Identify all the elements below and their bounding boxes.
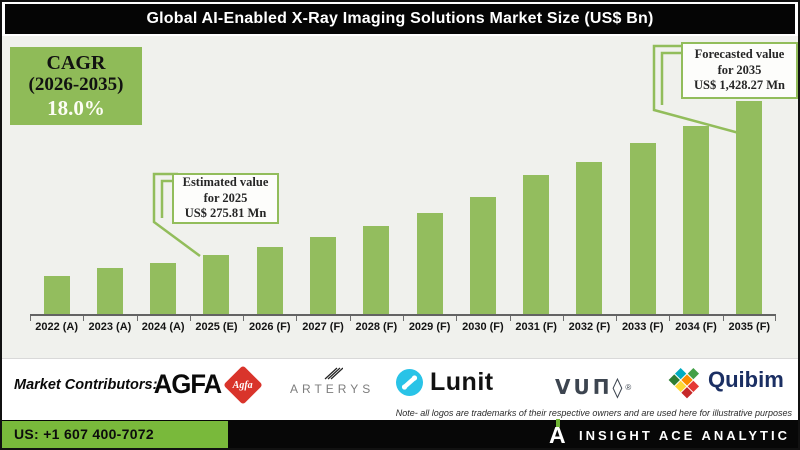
callout-estimated-2025: Estimated value for 2025 US$ 275.81 Mn xyxy=(172,173,279,224)
bar-2025 xyxy=(203,255,230,314)
vuno-wordmark: VUΠ◊ xyxy=(555,375,626,399)
chart-title: Global AI-Enabled X-Ray Imaging Solution… xyxy=(146,10,654,27)
lunit-logo: Lunit xyxy=(396,368,494,397)
axis-tick xyxy=(616,316,617,321)
cagr-period: (2026-2035) xyxy=(28,74,124,95)
axis-tick xyxy=(350,316,351,321)
axis-tick xyxy=(723,316,724,321)
title-bar: Global AI-Enabled X-Ray Imaging Solution… xyxy=(5,4,795,34)
bar-2035 xyxy=(736,101,763,314)
bar-2028 xyxy=(363,226,390,314)
x-axis-label: 2035 (F) xyxy=(728,321,771,333)
arterys-logo: ARTERYS xyxy=(290,367,374,396)
contributors-strip: Market Contributors: AGFA Agfa ARTERYS xyxy=(2,358,798,420)
x-axis-label: 2031 (F) xyxy=(515,321,557,333)
bar-2031 xyxy=(523,175,550,314)
x-axis-ticks xyxy=(30,316,776,322)
callout-forecasted-value: US$ 1,428.27 Mn xyxy=(694,78,785,93)
bar-2024 xyxy=(150,263,177,314)
axis-tick xyxy=(456,316,457,321)
bar-2034 xyxy=(683,126,710,314)
arterys-wordmark: ARTERYS xyxy=(290,382,375,396)
x-axis-label: 2028 (F) xyxy=(355,321,398,333)
x-axis-label: 2027 (F) xyxy=(302,321,344,333)
cagr-label: CAGR xyxy=(46,52,106,74)
axis-tick xyxy=(669,316,670,321)
bottom-bar: US: +1 607 400-7072 A INSIGHT ACE ANALYT… xyxy=(2,419,798,448)
quibim-logo: Quibim xyxy=(668,367,784,399)
axis-tick xyxy=(510,316,511,321)
axis-tick xyxy=(83,316,84,321)
x-axis-label: 2023 (A) xyxy=(88,321,132,333)
cagr-badge: CAGR (2026-2035) 18.0% xyxy=(10,47,142,125)
axis-tick xyxy=(296,316,297,321)
bar-2027 xyxy=(310,237,337,314)
contributors-label: Market Contributors: xyxy=(14,377,158,393)
bar-2022 xyxy=(43,276,70,314)
x-axis-label: 2030 (F) xyxy=(462,321,504,333)
agfa-logo: AGFA Agfa xyxy=(152,364,263,405)
bar-2026 xyxy=(256,247,283,314)
axis-tick xyxy=(563,316,564,321)
axis-tick xyxy=(30,316,31,321)
axis-tick xyxy=(403,316,404,321)
callout-forecasted-subtitle: for 2035 xyxy=(717,62,762,77)
arterys-swoosh-icon xyxy=(324,367,344,380)
axis-tick xyxy=(190,316,191,321)
agfa-diamond-icon: Agfa xyxy=(223,364,263,405)
x-axis-labels: 2022 (A) 2023 (A) 2024 (A) 2025 (E) 2026 (F)… xyxy=(30,321,776,333)
brand-block: A INSIGHT ACE ANALYTIC xyxy=(549,419,790,448)
quibim-wordmark: Quibim xyxy=(708,367,784,392)
callout-forecasted-title: Forecasted value xyxy=(694,47,785,62)
x-axis-label: 2029 (F) xyxy=(408,321,451,333)
x-axis-label: 2033 (F) xyxy=(621,321,664,333)
agfa-wordmark: AGFA xyxy=(153,369,222,399)
x-axis-label: 2024 (A) xyxy=(141,321,185,333)
lunit-bone-icon xyxy=(396,369,423,396)
quibim-mosaic-icon xyxy=(668,362,706,399)
callout-forecasted-2035: Forecasted value for 2035 US$ 1,428.27 M… xyxy=(681,42,798,99)
lunit-wordmark: Lunit xyxy=(430,368,494,396)
x-axis-label: 2025 (E) xyxy=(195,321,238,333)
callout-estimated-value: US$ 275.81 Mn xyxy=(184,206,267,221)
axis-tick xyxy=(775,316,776,321)
insight-ace-logo-icon: A xyxy=(549,419,567,448)
vuno-logo: VUΠ◊ ® xyxy=(555,375,631,399)
cagr-value: 18.0% xyxy=(47,95,105,120)
axis-tick xyxy=(137,316,138,321)
bar-2032 xyxy=(576,162,603,314)
bar-2030 xyxy=(469,197,496,314)
trademark-note: Note- all logos are trademarks of their … xyxy=(395,408,792,418)
axis-tick xyxy=(243,316,244,321)
bar-2029 xyxy=(416,213,443,314)
x-axis-label: 2026 (F) xyxy=(248,321,291,333)
bar-2033 xyxy=(629,143,656,314)
callout-estimated-title: Estimated value xyxy=(182,175,269,190)
brand-name: INSIGHT ACE ANALYTIC xyxy=(579,427,790,443)
x-axis-label: 2032 (F) xyxy=(568,321,611,333)
plot-area xyxy=(30,36,776,316)
chart-area: CAGR (2026-2035) 18.0% Estimated value f… xyxy=(2,36,798,358)
x-axis-label: 2034 (F) xyxy=(675,321,717,333)
callout-estimated-subtitle: for 2025 xyxy=(203,190,248,205)
bar-2023 xyxy=(96,268,123,314)
x-axis-label: 2022 (A) xyxy=(35,321,79,333)
phone-number: US: +1 607 400-7072 xyxy=(2,421,228,448)
vuno-registered-mark: ® xyxy=(625,382,632,392)
